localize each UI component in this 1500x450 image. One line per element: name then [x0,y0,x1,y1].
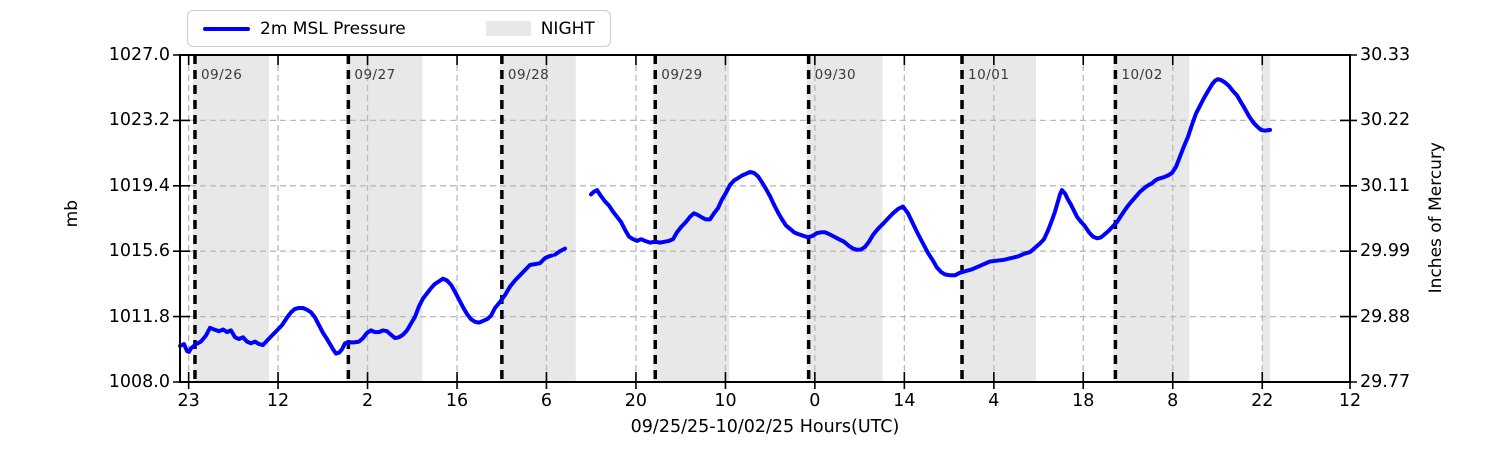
x-tick-label: 6 [540,391,552,411]
x-tick-label: 12 [266,391,290,411]
night-band [960,55,1036,382]
day-line-label: 09/29 [661,67,703,83]
day-line-label: 09/27 [354,67,396,83]
y-tick-label-mb: 1015.6 [108,241,170,262]
x-tick-label: 20 [624,391,648,411]
x-tick-label: 22 [1251,391,1274,411]
pressure-line [589,77,1272,278]
x-tick-label: 14 [893,391,916,411]
pressure-legend-label: 2m MSL Pressure [260,18,406,39]
x-tick-label: 4 [988,391,1000,411]
night-band [192,55,270,382]
legend-item-pressure: 2m MSL Pressure [203,19,406,39]
pressure-line [553,246,567,257]
y-tick-label-mb: 1023.2 [108,110,170,131]
legend: 2m MSL Pressure NIGHT [187,10,611,47]
night-band [1113,55,1190,382]
y-tick-label-mb: 1027.0 [108,45,170,65]
x-tick-label: 23 [177,391,200,411]
x-tick-label: 18 [1072,391,1095,411]
day-line-label: 10/02 [1121,67,1163,83]
night-band [499,55,576,382]
day-line-label: 09/30 [814,67,857,83]
x-tick-label: 0 [809,391,821,411]
day-line-label: 09/26 [200,67,243,83]
x-tick-label: 10 [714,391,737,411]
y-tick-label-mb: 1019.4 [108,175,170,196]
legend-item-night: NIGHT [485,18,595,39]
night-band [653,55,730,382]
night-patch-swatch [485,21,531,36]
y-tick-label-inhg: 29.77 [1360,372,1411,392]
night-band [806,55,883,382]
right-axis-title: Inches of Mercury [1426,142,1446,294]
y-tick-label-inhg: 30.11 [1360,175,1411,196]
left-axis-title: mb [62,200,82,228]
night-band [1262,55,1270,382]
night-legend-label: NIGHT [540,18,595,39]
y-tick-label-inhg: 29.88 [1360,306,1411,327]
pressure-line [178,253,554,356]
x-tick-label: 16 [445,391,469,411]
day-line-label: 09/28 [507,67,550,83]
y-tick-label-mb: 1011.8 [108,306,170,327]
y-tick-label-inhg: 30.22 [1360,110,1411,131]
pressure-line-swatch [203,26,250,31]
x-axis-title: 09/25/25-10/02/25 Hours(UTC) [630,417,900,437]
y-tick-label-mb: 1008.0 [108,372,170,392]
x-tick-label: 8 [1167,391,1179,411]
x-tick-label: 12 [1338,391,1362,411]
x-tick-label: 2 [361,391,374,411]
axes-frame [179,54,1351,383]
y-tick-label-inhg: 29.99 [1360,241,1411,262]
night-band [346,55,423,382]
y-tick-label-inhg: 30.33 [1360,45,1411,65]
day-line-label: 10/01 [968,67,1010,83]
